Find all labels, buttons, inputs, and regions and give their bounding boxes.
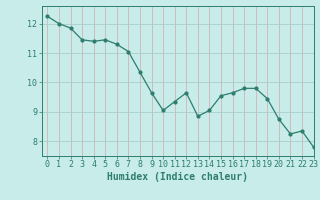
X-axis label: Humidex (Indice chaleur): Humidex (Indice chaleur) bbox=[107, 172, 248, 182]
